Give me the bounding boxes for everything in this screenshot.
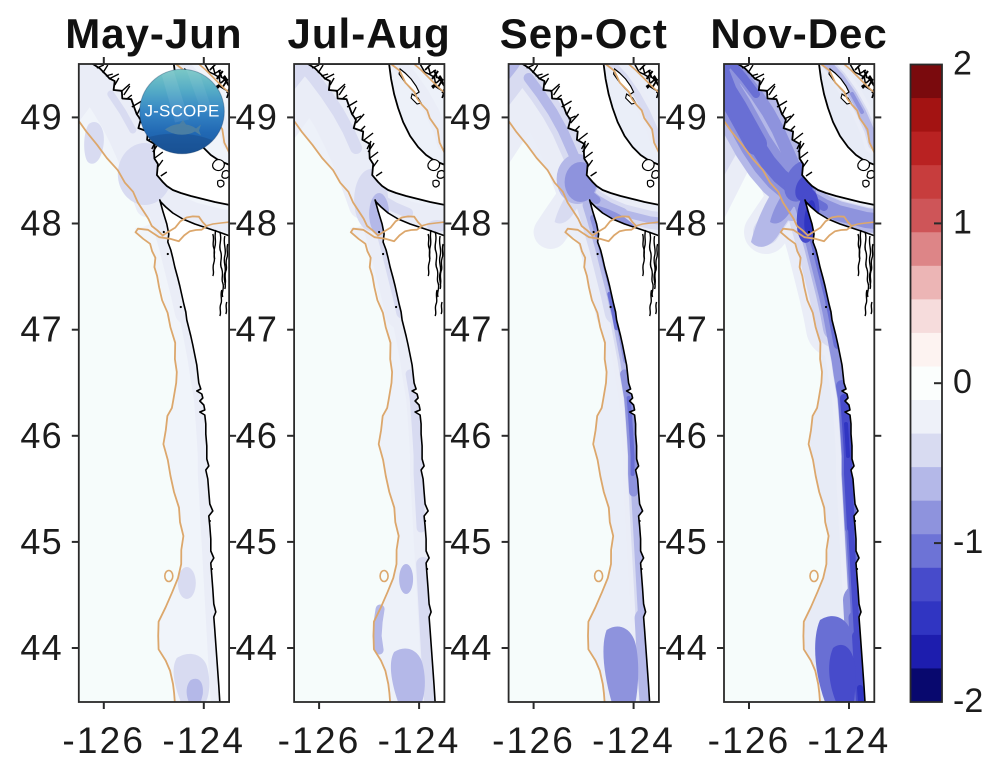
svg-text:-1: -1 [953,523,983,561]
svg-text:-126: -126 [278,720,361,761]
svg-text:-126: -126 [492,720,575,761]
svg-text:1: 1 [953,203,972,241]
svg-text:49: 49 [236,96,278,137]
svg-text:49: 49 [20,96,62,137]
svg-text:48: 48 [450,203,492,244]
svg-text:46: 46 [666,415,708,456]
svg-text:45: 45 [666,521,708,562]
svg-text:48: 48 [236,203,278,244]
svg-text:-126: -126 [708,720,791,761]
svg-text:0: 0 [953,363,972,401]
svg-text:-124: -124 [808,720,891,761]
svg-text:-124: -124 [592,720,675,761]
svg-text:45: 45 [236,521,278,562]
svg-text:48: 48 [20,203,62,244]
svg-text:Jul-Aug: Jul-Aug [288,10,451,57]
svg-text:45: 45 [20,521,62,562]
svg-text:-126: -126 [62,720,145,761]
svg-text:-2: -2 [953,682,983,720]
svg-text:46: 46 [450,415,492,456]
svg-text:47: 47 [666,309,708,350]
svg-text:Nov-Dec: Nov-Dec [710,10,887,57]
svg-text:46: 46 [20,415,62,456]
svg-text:47: 47 [20,309,62,350]
svg-text:47: 47 [236,309,278,350]
svg-text:J-SCOPE: J-SCOPE [144,102,219,121]
svg-text:44: 44 [236,627,278,668]
svg-text:45: 45 [450,521,492,562]
svg-text:-124: -124 [162,720,245,761]
svg-text:-124: -124 [378,720,461,761]
svg-text:47: 47 [450,309,492,350]
svg-text:44: 44 [666,627,708,668]
svg-text:49: 49 [666,96,708,137]
svg-text:44: 44 [450,627,492,668]
svg-text:46: 46 [236,415,278,456]
svg-text:48: 48 [666,203,708,244]
svg-text:49: 49 [450,96,492,137]
svg-text:May-Jun: May-Jun [65,10,242,57]
svg-text:2: 2 [953,45,972,83]
svg-text:Sep-Oct: Sep-Oct [500,10,668,57]
svg-text:44: 44 [20,627,62,668]
